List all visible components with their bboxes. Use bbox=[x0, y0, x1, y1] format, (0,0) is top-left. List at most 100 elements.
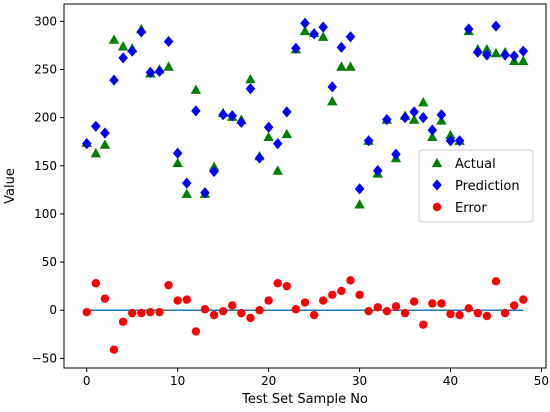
series-error bbox=[82, 276, 528, 354]
actual-point bbox=[481, 44, 493, 54]
prediction-point bbox=[473, 46, 483, 58]
error-point bbox=[200, 305, 210, 314]
prediction-point bbox=[463, 23, 474, 35]
error-point bbox=[146, 307, 155, 317]
error-point bbox=[337, 286, 346, 296]
prediction-point bbox=[109, 74, 119, 86]
actual-point bbox=[117, 41, 129, 51]
prediction-point bbox=[191, 105, 201, 117]
actual-point bbox=[299, 25, 311, 36]
actual-point bbox=[445, 129, 456, 140]
legend-box bbox=[418, 149, 534, 223]
error-point bbox=[409, 297, 419, 306]
error-point bbox=[509, 301, 519, 310]
error-point bbox=[355, 290, 364, 300]
error-point bbox=[419, 320, 428, 329]
actual-point bbox=[327, 96, 338, 106]
error-point bbox=[300, 298, 310, 307]
prediction-point bbox=[363, 135, 374, 147]
prediction-point bbox=[327, 81, 338, 93]
prediction-point bbox=[309, 28, 319, 40]
legend-prediction-marker bbox=[432, 179, 442, 191]
error-point bbox=[328, 290, 337, 300]
y-tick-label: 50 bbox=[42, 255, 57, 269]
prediction-point bbox=[445, 135, 456, 147]
x-tick-label: 0 bbox=[83, 374, 91, 388]
prediction-point bbox=[227, 110, 238, 122]
actual-point bbox=[163, 61, 174, 71]
x-tick-label: 40 bbox=[443, 374, 458, 388]
legend-error-marker bbox=[432, 202, 442, 212]
actual-point bbox=[427, 131, 438, 142]
error-point bbox=[91, 279, 101, 288]
actual-point bbox=[345, 61, 356, 71]
prediction-point bbox=[91, 120, 101, 132]
actual-point bbox=[317, 31, 329, 41]
error-point bbox=[109, 345, 119, 354]
prediction-point bbox=[163, 35, 174, 48]
prediction-point bbox=[382, 113, 392, 126]
prediction-point bbox=[436, 109, 447, 121]
error-point bbox=[182, 295, 191, 304]
error-point bbox=[446, 309, 455, 319]
error-point bbox=[128, 308, 137, 318]
prediction-point bbox=[209, 165, 219, 178]
error-point bbox=[291, 305, 301, 314]
y-axis-label: Value bbox=[3, 168, 18, 204]
prediction-point bbox=[291, 42, 301, 54]
actual-point bbox=[245, 73, 256, 84]
actual-point bbox=[490, 47, 502, 58]
prediction-point bbox=[518, 45, 529, 57]
prediction-point bbox=[245, 83, 256, 95]
prediction-point bbox=[282, 106, 292, 118]
prediction-point bbox=[354, 183, 365, 195]
prediction-point bbox=[500, 49, 510, 61]
prediction-point bbox=[127, 45, 137, 57]
prediction-point bbox=[154, 65, 165, 78]
actual-point bbox=[408, 114, 420, 124]
prediction-point bbox=[318, 21, 328, 33]
x-axis-label: Test Set Sample No bbox=[241, 392, 368, 407]
prediction-point bbox=[345, 31, 356, 43]
prediction-point bbox=[81, 138, 92, 150]
series-actual bbox=[81, 23, 529, 209]
error-point bbox=[100, 294, 110, 303]
error-point bbox=[173, 296, 182, 305]
error-point bbox=[473, 308, 482, 318]
error-point bbox=[364, 306, 373, 316]
legend-prediction-label: Prediction bbox=[455, 179, 520, 194]
prediction-point bbox=[236, 116, 247, 129]
prediction-point bbox=[200, 187, 210, 199]
prediction-point bbox=[409, 106, 419, 118]
prediction-point bbox=[182, 177, 192, 189]
y-tick-label: 150 bbox=[34, 159, 57, 173]
error-point bbox=[373, 303, 382, 312]
error-point bbox=[228, 301, 237, 310]
legend-error-label: Error bbox=[455, 201, 487, 216]
prediction-point bbox=[100, 127, 110, 139]
error-point bbox=[246, 313, 255, 323]
prediction-point bbox=[136, 26, 147, 38]
error-point bbox=[455, 310, 464, 320]
error-point bbox=[209, 310, 219, 320]
prediction-point bbox=[254, 152, 265, 164]
actual-point bbox=[190, 84, 202, 94]
error-point bbox=[118, 317, 128, 326]
error-point bbox=[191, 327, 201, 336]
x-tick-label: 10 bbox=[170, 374, 185, 388]
prediction-point bbox=[145, 66, 156, 78]
series-prediction bbox=[81, 17, 529, 199]
error-point bbox=[137, 308, 146, 318]
prediction-point bbox=[427, 124, 438, 136]
error-point bbox=[382, 306, 392, 316]
y-tick-label: 200 bbox=[34, 111, 57, 125]
prediction-point bbox=[482, 49, 492, 61]
error-point bbox=[282, 281, 292, 291]
y-tick-label: 100 bbox=[34, 207, 57, 221]
error-point bbox=[391, 302, 401, 311]
error-point bbox=[437, 299, 446, 308]
x-tick-label: 50 bbox=[534, 374, 549, 388]
error-point bbox=[500, 308, 510, 318]
